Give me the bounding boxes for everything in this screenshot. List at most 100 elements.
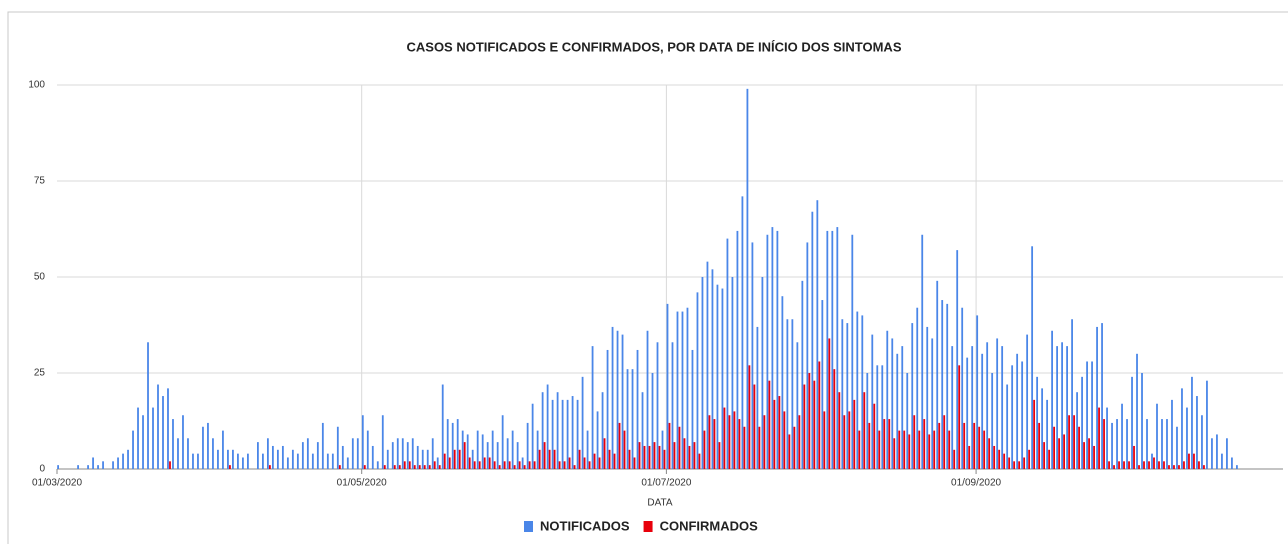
- bar: [508, 461, 511, 469]
- bar: [301, 442, 304, 469]
- bar: [958, 365, 961, 469]
- bar: [881, 365, 884, 469]
- bar: [212, 438, 214, 469]
- bar: [681, 311, 684, 469]
- bar: [678, 426, 681, 469]
- bar: [646, 330, 649, 469]
- bar: [127, 449, 129, 469]
- bar: [676, 311, 679, 469]
- y-tick-label: 75: [34, 176, 46, 187]
- bar: [613, 453, 616, 469]
- bar: [946, 303, 949, 469]
- bar: [296, 453, 299, 469]
- bar: [601, 392, 604, 469]
- bar: [506, 438, 509, 469]
- bar: [1171, 399, 1173, 469]
- bar: [703, 430, 706, 469]
- bar: [543, 442, 546, 469]
- bar: [923, 419, 926, 469]
- bar: [1136, 353, 1138, 469]
- bar: [816, 200, 819, 469]
- bar: [663, 449, 666, 469]
- bar: [818, 361, 821, 469]
- bar: [393, 465, 396, 469]
- bar: [953, 449, 956, 469]
- bar: [1186, 407, 1188, 469]
- bar: [112, 461, 114, 469]
- bar: [1236, 465, 1238, 469]
- bar: [886, 330, 889, 469]
- bar: [903, 430, 906, 469]
- bar: [538, 449, 541, 469]
- bar: [611, 326, 614, 469]
- bar: [326, 453, 329, 469]
- bar: [521, 457, 524, 469]
- bar: [1013, 461, 1016, 469]
- bar: [523, 465, 526, 469]
- bar: [738, 419, 741, 469]
- bar: [1033, 399, 1036, 469]
- bar: [961, 307, 964, 469]
- bar: [618, 422, 621, 469]
- bar: [596, 411, 599, 469]
- bar: [1098, 407, 1100, 469]
- bar: [683, 438, 686, 469]
- bar: [628, 449, 631, 469]
- bar: [806, 242, 809, 469]
- bar: [1058, 438, 1060, 469]
- bar: [1148, 461, 1150, 469]
- legend-label: CONFIRMADOS: [660, 518, 759, 533]
- bar: [232, 449, 234, 469]
- bar: [1113, 465, 1115, 469]
- bar: [666, 303, 669, 469]
- bar: [758, 426, 761, 469]
- bar: [448, 457, 451, 469]
- bar: [453, 449, 456, 469]
- bar: [383, 465, 386, 469]
- bar: [608, 449, 611, 469]
- bar: [978, 426, 981, 469]
- bar: [713, 419, 716, 469]
- bar: [956, 250, 959, 469]
- bar: [1193, 453, 1195, 469]
- bar: [1046, 399, 1049, 469]
- bar: [1068, 415, 1070, 469]
- bar: [741, 196, 744, 470]
- bar: [996, 338, 999, 469]
- bar: [182, 415, 184, 469]
- bar: [926, 326, 929, 469]
- bar: [551, 399, 554, 469]
- bar: [571, 396, 574, 469]
- bar: [658, 445, 661, 469]
- x-axis-label: DATA: [647, 498, 673, 509]
- bar: [351, 438, 354, 469]
- bar: [162, 396, 164, 469]
- bar: [1073, 415, 1075, 469]
- bar: [588, 461, 591, 469]
- bar: [656, 342, 659, 469]
- bar: [276, 449, 279, 469]
- bar: [1016, 353, 1019, 469]
- bar: [918, 430, 921, 469]
- bar: [893, 438, 896, 469]
- bar: [1116, 419, 1118, 469]
- bar: [843, 415, 846, 469]
- bar: [346, 457, 349, 469]
- bar: [736, 230, 739, 469]
- bar: [1198, 461, 1200, 469]
- bar: [756, 326, 759, 469]
- bar: [1051, 330, 1054, 469]
- bar: [157, 384, 159, 469]
- bar: [698, 453, 701, 469]
- bar: [57, 465, 59, 469]
- bar: [801, 280, 804, 469]
- bar: [813, 380, 816, 469]
- bar: [651, 373, 654, 469]
- bar: [1086, 361, 1088, 469]
- bar: [778, 396, 781, 469]
- bar: [921, 234, 924, 469]
- bar: [1176, 426, 1178, 469]
- bar: [821, 300, 824, 469]
- bar: [463, 442, 466, 469]
- bar: [471, 449, 474, 469]
